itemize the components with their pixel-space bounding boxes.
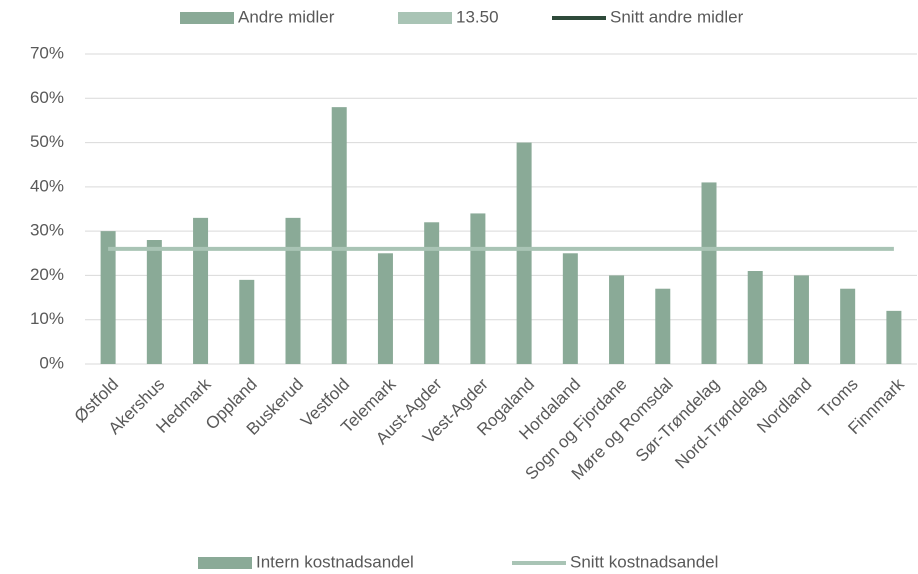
- bar: [562, 253, 578, 364]
- bar: [285, 217, 301, 364]
- y-tick-label: 10%: [30, 309, 64, 328]
- bar: [840, 288, 856, 364]
- legend-swatch: [198, 557, 252, 569]
- bar: [516, 142, 532, 364]
- legend-label: Snitt kostnadsandel: [570, 552, 718, 571]
- bar: [655, 288, 671, 364]
- bar: [100, 231, 116, 364]
- bar: [747, 271, 763, 364]
- bar: [146, 240, 162, 364]
- legend-label: Snitt andre midler: [610, 7, 744, 26]
- bar: [331, 107, 347, 365]
- y-tick-label: 50%: [30, 132, 64, 151]
- legend-label: 13.50: [456, 7, 499, 26]
- y-tick-label: 20%: [30, 265, 64, 284]
- bar: [239, 279, 255, 364]
- bar: [470, 213, 486, 364]
- legend-swatch: [180, 12, 234, 24]
- bar: [193, 217, 209, 364]
- legend-swatch: [398, 12, 452, 24]
- legend-label: Andre midler: [238, 7, 335, 26]
- y-tick-label: 40%: [30, 176, 64, 195]
- bar: [886, 310, 902, 364]
- legend-label: Intern kostnadsandel: [256, 552, 414, 571]
- y-tick-label: 0%: [39, 353, 64, 372]
- y-tick-label: 60%: [30, 88, 64, 107]
- y-tick-label: 30%: [30, 221, 64, 240]
- bar: [609, 275, 625, 364]
- bar: [793, 275, 809, 364]
- bar: [701, 182, 717, 364]
- bar: [377, 253, 393, 364]
- bar: [424, 222, 440, 364]
- y-tick-label: 70%: [30, 43, 64, 62]
